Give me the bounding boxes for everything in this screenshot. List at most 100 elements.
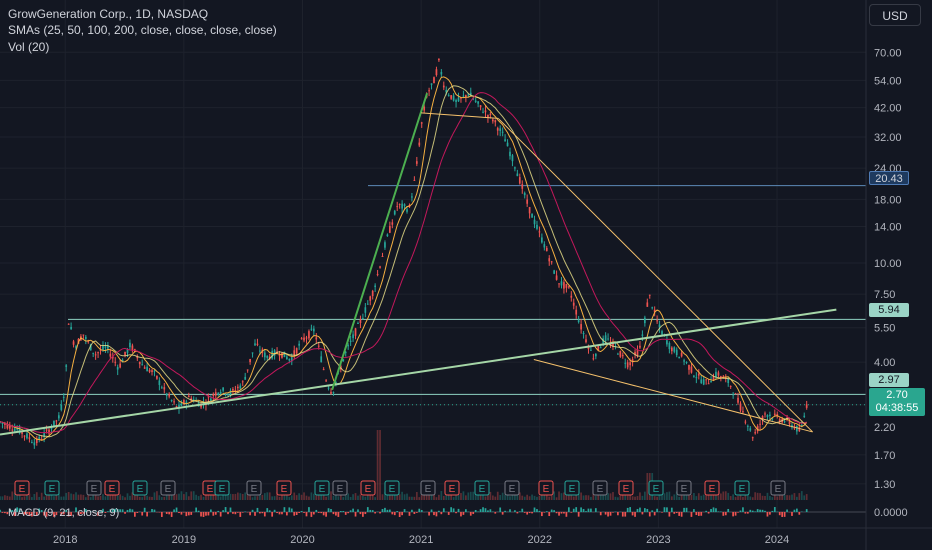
candle-body	[764, 413, 766, 415]
volume-bar	[550, 493, 553, 500]
candle-body	[771, 418, 774, 420]
volume-bar	[465, 495, 467, 500]
candle-body	[695, 377, 698, 379]
volume-bar	[536, 496, 538, 500]
macd-histogram-bar	[305, 512, 308, 517]
volume-bar	[788, 495, 791, 500]
candle-body	[413, 179, 416, 181]
candle-body	[420, 122, 423, 124]
macd-histogram-bar	[136, 512, 139, 513]
macd-histogram-bar	[160, 512, 163, 517]
macd-histogram-bar	[609, 512, 612, 516]
candle-body	[256, 343, 259, 345]
volume-bar	[173, 495, 175, 500]
candle-body	[796, 425, 798, 432]
candle-body	[33, 442, 36, 446]
volume-bar	[281, 494, 283, 500]
earnings-marker-label: E	[91, 484, 98, 495]
candle-body	[244, 376, 247, 380]
macd-histogram-bar	[312, 512, 315, 515]
macd-histogram-bar	[401, 512, 403, 516]
candle-body	[783, 421, 786, 423]
candle-body	[742, 411, 744, 413]
candle-body	[477, 101, 479, 104]
volume-bar	[629, 491, 632, 500]
candle-body	[38, 436, 41, 440]
macd-histogram-bar	[84, 508, 87, 512]
x-tick-label: 2018	[53, 534, 77, 546]
candle-body	[305, 337, 308, 339]
sma-100-line	[0, 92, 807, 434]
volume-bar	[11, 491, 14, 500]
volume-bar	[604, 494, 607, 500]
macd-histogram-bar	[55, 512, 58, 516]
volume-bar	[786, 495, 788, 500]
macd-histogram-bar	[31, 512, 33, 517]
macd-histogram-bar	[734, 512, 737, 516]
macd-histogram-bar	[214, 512, 217, 515]
candle-body	[136, 356, 139, 359]
volume-bar	[482, 491, 484, 500]
macd-histogram-bar	[40, 509, 43, 512]
volume-legend[interactable]: Vol (20)	[8, 40, 50, 54]
candle-body	[281, 352, 283, 358]
volume-bar	[381, 494, 384, 500]
volume-bar	[609, 493, 612, 500]
candle-body	[518, 177, 521, 184]
volume-bar	[38, 496, 41, 500]
macd-histogram-bar	[693, 509, 695, 512]
candle-body	[643, 317, 646, 324]
volume-bar	[131, 492, 134, 500]
candle-body	[646, 302, 649, 307]
macd-histogram-bar	[732, 512, 734, 517]
volume-bar	[670, 496, 673, 500]
volume-bar	[158, 495, 161, 500]
volume-bar	[254, 496, 256, 500]
macd-histogram-bar	[339, 511, 342, 512]
volume-bar	[450, 491, 453, 500]
symbol-title[interactable]: GrowGeneration Corp., 1D, NASDAQ	[8, 7, 209, 21]
volume-bar	[75, 492, 77, 500]
trendlines	[0, 92, 837, 436]
macd-histogram-bar	[541, 512, 543, 517]
earnings-marker	[14, 480, 30, 496]
volume-bar	[293, 492, 296, 500]
candle-body	[126, 349, 129, 353]
volume-bar	[587, 495, 590, 500]
volume-bar	[393, 492, 396, 500]
macd-legend[interactable]: MACD (9, 21, close, 9)	[8, 507, 120, 519]
candle-body	[482, 111, 484, 113]
macd-histogram-bar	[543, 512, 546, 513]
macd-histogram-bar	[67, 512, 70, 517]
candle-body	[773, 413, 776, 416]
volume-bar	[594, 496, 597, 500]
currency-button[interactable]: USD	[869, 4, 921, 26]
x-tick-label: 2021	[409, 534, 433, 546]
macd-histogram-bar	[293, 512, 296, 516]
macd-histogram-bar	[398, 512, 401, 517]
volume-bar	[759, 493, 761, 500]
sma-legend[interactable]: SMAs (25, 50, 100, 200, close, close, cl…	[8, 23, 277, 37]
earnings-marker	[104, 480, 120, 496]
candle-body	[572, 302, 575, 306]
macd-histogram-bar	[582, 508, 585, 512]
candle-body	[263, 352, 266, 358]
macd-histogram-bar	[141, 512, 144, 516]
macd-histogram-bar	[236, 512, 239, 513]
macd-pane	[0, 507, 866, 517]
candle-body	[271, 351, 274, 359]
candle-body	[55, 420, 58, 422]
volume-bar	[241, 493, 244, 500]
macd-histogram-bar	[518, 511, 521, 512]
candle-body	[415, 161, 418, 164]
candle-body	[207, 396, 210, 398]
macd-histogram-bar	[607, 512, 609, 517]
volume-bar	[160, 497, 163, 500]
candle-body	[114, 361, 117, 363]
macd-histogram-bar	[737, 512, 739, 513]
volume-bar	[359, 494, 362, 500]
volume-bar	[764, 496, 766, 500]
macd-histogram-bar	[131, 509, 134, 512]
macd-histogram-bar	[259, 512, 261, 514]
